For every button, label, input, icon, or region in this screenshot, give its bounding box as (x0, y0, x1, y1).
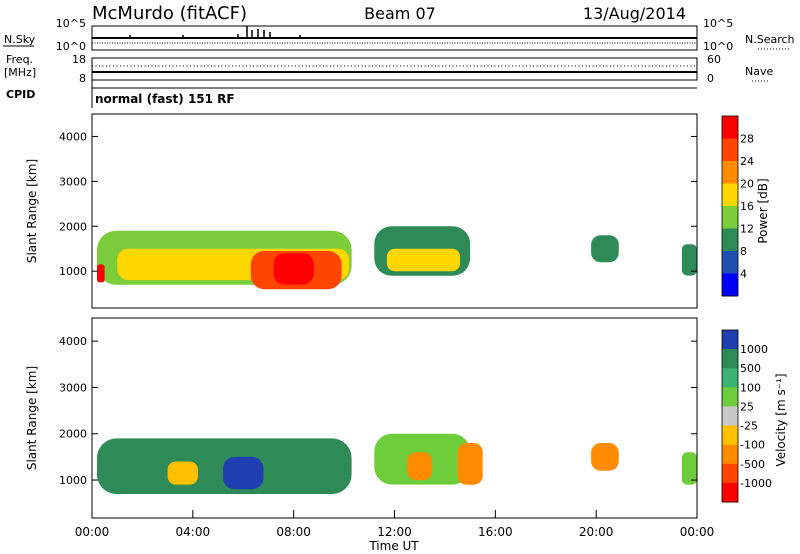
velocity-ytick-label-1: 3000 (59, 381, 87, 394)
velocity-colorbar-frame (721, 329, 739, 503)
nsky-tick-low: 10^0 (56, 40, 86, 53)
velocity-colorbar-block-7 (722, 463, 738, 484)
date-title: 13/Aug/2014 (583, 4, 686, 23)
power-colorbar-block-3 (722, 183, 738, 207)
velocity-colorbar-block-3 (722, 387, 738, 407)
power-colorbar-block-7 (722, 273, 738, 297)
cpid-panel: CPID normal (fast) 151 RF (6, 80, 697, 108)
xtick-label-2: 08:00 (276, 525, 311, 539)
velocity-colorbar-tick-6: -500 (740, 458, 765, 471)
freq-unit: [MHz] (4, 66, 36, 79)
power-colorbar-block-4 (722, 206, 738, 229)
power-colorbar-frame (721, 115, 739, 297)
nsky-tick-high: 10^5 (56, 17, 86, 30)
power-panel: 4000 3000 2000 1000 Slant Range [km] 28 24 20… (25, 113, 770, 309)
power-region-8 (681, 244, 697, 276)
velocity-colorbar-tick-7: -1000 (740, 477, 772, 490)
velocity-ylabel: Slant Range [km] (25, 366, 39, 470)
power-region-3 (273, 253, 314, 285)
velocity-colorbar-block-6 (722, 444, 738, 465)
velocity-colorbar-label: Velocity [m s⁻¹] (774, 373, 788, 466)
velocity-region-1 (223, 456, 264, 490)
time-axis-label: Time UT (368, 539, 419, 553)
xtick-label-4: 16:00 (478, 525, 513, 539)
velocity-colorbar-tick-3: 25 (740, 400, 754, 413)
power-region-4 (97, 264, 105, 283)
power-ylabel: Slant Range [km] (25, 159, 39, 263)
xtick-label-5: 20:00 (579, 525, 614, 539)
nave-label: Nave (745, 65, 773, 78)
velocity-colorbar-tick-2: 100 (740, 381, 761, 394)
power-region-7 (591, 235, 619, 263)
velocity-regions (97, 433, 697, 494)
cpid-label: CPID (6, 88, 35, 101)
velocity-colorbar-block-4 (722, 406, 738, 426)
freq-tick-high: 18 (72, 53, 86, 66)
power-colorbar-block-6 (722, 251, 738, 274)
beam-title: Beam 07 (364, 4, 436, 23)
nsearch-tick-high: 10^5 (703, 17, 733, 30)
velocity-yticks: 4000 3000 2000 1000 (59, 335, 697, 487)
xtick-label-3: 12:00 (377, 525, 412, 539)
xtick-label-1: 04:00 (176, 525, 211, 539)
nsearch-label: N.Search (745, 33, 795, 46)
velocity-colorbar-tick-5: -100 (740, 439, 765, 452)
freq-tick-low: 8 (79, 72, 86, 85)
velocity-colorbar-block-5 (722, 425, 738, 446)
nsearch-tick-low: 10^0 (703, 40, 733, 53)
velocity-region-5 (457, 443, 483, 485)
power-ytick-label-2: 2000 (59, 220, 87, 233)
power-colorbar-block-5 (722, 228, 738, 252)
velocity-colorbar-block-8 (722, 482, 738, 503)
power-ytick-label-1: 3000 (59, 175, 87, 188)
power-ytick-label-0: 4000 (59, 130, 87, 143)
power-colorbar-tick-0: 28 (740, 133, 754, 146)
velocity-colorbar-tick-4: -25 (740, 420, 758, 433)
power-yticks: 4000 3000 2000 1000 (59, 130, 697, 278)
power-colorbar-tick-2: 20 (740, 178, 754, 191)
nave-tick-low: 0 (707, 72, 714, 85)
power-colorbar-tick-4: 12 (740, 223, 754, 236)
cpid-text: normal (fast) 151 RF (95, 92, 235, 106)
velocity-colorbar-tick-1: 500 (740, 362, 761, 375)
station-title: McMurdo (fitACF) (92, 3, 247, 24)
velocity-region-7 (681, 452, 697, 485)
velocity-region-6 (591, 443, 619, 471)
velocity-colorbar-tick-0: 1000 (740, 343, 768, 356)
xtick-label-0: 00:00 (75, 525, 110, 539)
velocity-ytick-label-0: 4000 (59, 335, 87, 348)
power-colorbar-block-0 (722, 116, 738, 139)
power-region-6 (386, 248, 460, 272)
power-colorbar-tick-5: 8 (740, 245, 747, 258)
power-colorbar-tick-6: 4 (740, 268, 747, 281)
nsky-panel: 10^5 10^0 10^5 10^0 N.Sky N.Search (3, 17, 795, 53)
velocity-panel: 4000 3000 2000 1000 Slant Range [km] 1000 50… (25, 317, 788, 553)
freq-panel: 18 8 60 0 Freq. [MHz] Nave (4, 53, 773, 85)
xtick-label-6: 00:00 (680, 525, 715, 539)
power-colorbar-tick-3: 16 (740, 200, 754, 213)
power-colorbar-block-2 (722, 161, 738, 184)
power-regions (97, 226, 697, 290)
velocity-colorbar-block-0 (722, 330, 738, 350)
power-colorbar: 28 24 20 16 12 8 4 (721, 115, 754, 297)
power-colorbar-tick-1: 24 (740, 155, 754, 168)
velocity-colorbar-block-2 (722, 368, 738, 388)
nave-tick-high: 60 (707, 53, 721, 66)
velocity-colorbar-block-1 (722, 349, 738, 369)
nsky-label: N.Sky (4, 33, 36, 46)
power-colorbar-label: Power [dB] (756, 178, 770, 243)
velocity-colorbar: 1000 500 100 25 -25 -100 -500 -1000 (721, 329, 772, 503)
velocity-region-2 (167, 461, 198, 485)
velocity-ytick-label-2: 2000 (59, 428, 87, 441)
freq-label: Freq. (6, 53, 33, 66)
velocity-ytick-label-3: 1000 (59, 474, 87, 487)
power-ytick-label-3: 1000 (59, 265, 87, 278)
time-axis-ticks: 00:00 04:00 08:00 12:00 16:00 20:00 00:00 (75, 510, 715, 539)
velocity-region-4 (407, 452, 433, 481)
power-colorbar-block-1 (722, 138, 738, 162)
